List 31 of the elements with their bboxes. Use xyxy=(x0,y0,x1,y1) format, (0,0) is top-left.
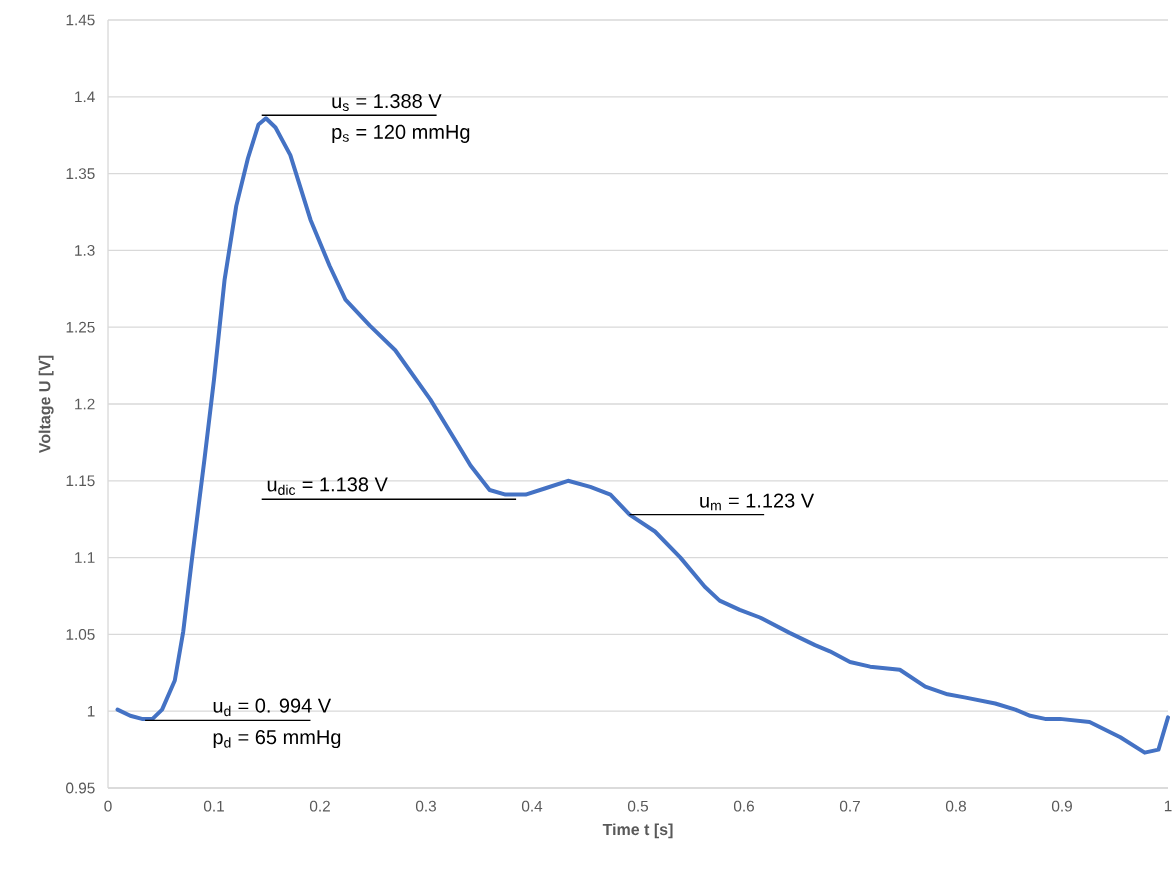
annotation: p$_{d}$ = 65 mmHg xyxy=(213,730,341,749)
x-tick-label: 0.2 xyxy=(309,800,330,812)
y-tick-label: 1.15 xyxy=(66,475,95,487)
annotation: u$_{d}$ = 0. 994 V xyxy=(213,698,332,717)
y-tick-label: 1.2 xyxy=(75,398,95,410)
annotation: u$_{s}$ = 1.388 V xyxy=(332,93,442,111)
y-tick-label: 1.4 xyxy=(75,91,95,103)
annotation: p$_{s}$ = 120 mmHg xyxy=(332,124,470,143)
y-tick-label: 1.05 xyxy=(66,628,95,640)
y-tick-label: 1.25 xyxy=(66,321,95,333)
annotation: u$_{m}$ = 1.123 V xyxy=(700,493,815,511)
x-tick-label: 0.4 xyxy=(521,800,543,812)
x-tick-label: 0.9 xyxy=(1051,800,1072,812)
x-axis-title: Time t [s] xyxy=(602,823,673,839)
line-series xyxy=(115,116,1171,755)
x-tick-label: 0.1 xyxy=(203,800,224,812)
x-tick-label: 0.5 xyxy=(627,800,649,812)
y-axis-title: Voltage U [V] xyxy=(38,355,54,454)
y-tick-label: 1.1 xyxy=(75,552,95,563)
x-tick-label: 0 xyxy=(104,800,112,812)
x-tick-label: 0.6 xyxy=(733,800,754,812)
x-tick-label: 0.3 xyxy=(415,800,436,812)
x-tick-label: 0.7 xyxy=(839,800,860,812)
y-tick-label: 1.35 xyxy=(66,168,95,180)
y-tick-label: 1.3 xyxy=(75,244,95,256)
y-tick-label: 1.45 xyxy=(66,14,95,26)
annotation: u$_{dic}$ = 1.138 V xyxy=(267,477,388,495)
x-tick-label: 0.8 xyxy=(945,800,967,812)
x-tick-label: 1 xyxy=(1164,800,1172,812)
y-tick-label: 1 xyxy=(87,705,95,717)
y-tick-label: 0.95 xyxy=(66,782,95,794)
